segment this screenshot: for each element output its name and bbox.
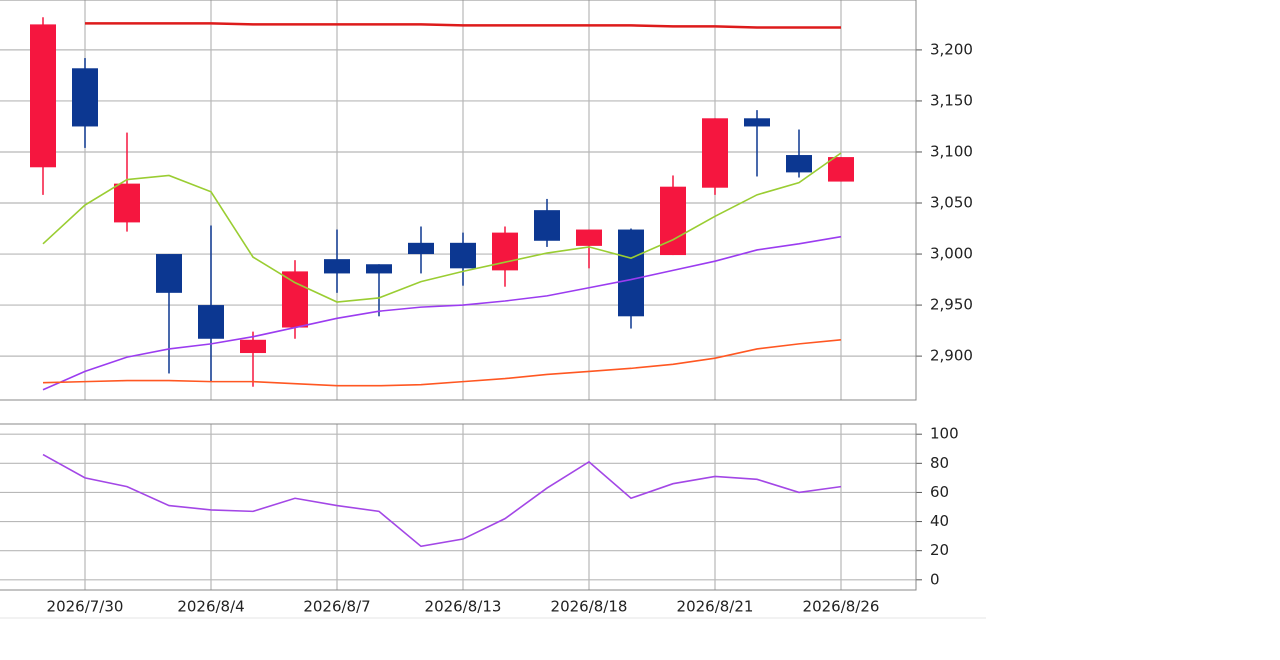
candle-body [576, 229, 602, 246]
candle-body [618, 229, 644, 317]
x-tick-label: 2026/8/26 [803, 598, 880, 616]
y-tick-label: 100 [930, 425, 959, 443]
series-line [85, 22, 841, 29]
y-tick-label: 2,950 [930, 296, 973, 314]
candle-body [828, 157, 854, 182]
y-tick-label: 20 [930, 541, 949, 559]
candle-body [450, 242, 476, 269]
x-tick-label: 2026/8/21 [677, 598, 754, 616]
candle-body [786, 155, 812, 173]
x-tick-label: 2026/8/13 [425, 598, 502, 616]
y-tick-label: 2,900 [930, 347, 973, 365]
candle-body [156, 254, 182, 293]
candle-body [702, 118, 728, 188]
x-tick-label: 2026/8/7 [303, 598, 370, 616]
candle-body [282, 271, 308, 328]
candle-body [240, 339, 266, 354]
candle-body [72, 68, 98, 127]
y-tick-label: 3,100 [930, 142, 973, 160]
candle-body [198, 305, 224, 339]
candle-body [366, 264, 392, 274]
plot-frame [0, 423, 917, 591]
y-tick-label: 0 [930, 570, 940, 588]
y-tick-label: 3,200 [930, 40, 973, 58]
candle-body [534, 210, 560, 241]
series-line [42, 235, 842, 391]
series-line [42, 453, 842, 548]
y-tick-label: 3,000 [930, 245, 973, 263]
candle-body [660, 186, 686, 256]
candle-body [114, 183, 140, 223]
candle-body [408, 242, 434, 255]
y-tick-label: 40 [930, 512, 949, 530]
x-tick-label: 2026/8/18 [551, 598, 628, 616]
candle-body [30, 24, 56, 168]
candle-body [324, 259, 350, 274]
plot-frame [0, 0, 917, 401]
chart-background [0, 0, 986, 618]
y-tick-label: 3,150 [930, 91, 973, 109]
candle-body [744, 118, 770, 127]
y-tick-label: 80 [930, 454, 949, 472]
series-line [42, 338, 842, 387]
y-tick-label: 3,050 [930, 194, 973, 212]
y-tick-label: 60 [930, 483, 949, 501]
x-tick-label: 2026/8/4 [177, 598, 244, 616]
x-tick-label: 2026/7/30 [47, 598, 124, 616]
series-line [42, 152, 842, 303]
